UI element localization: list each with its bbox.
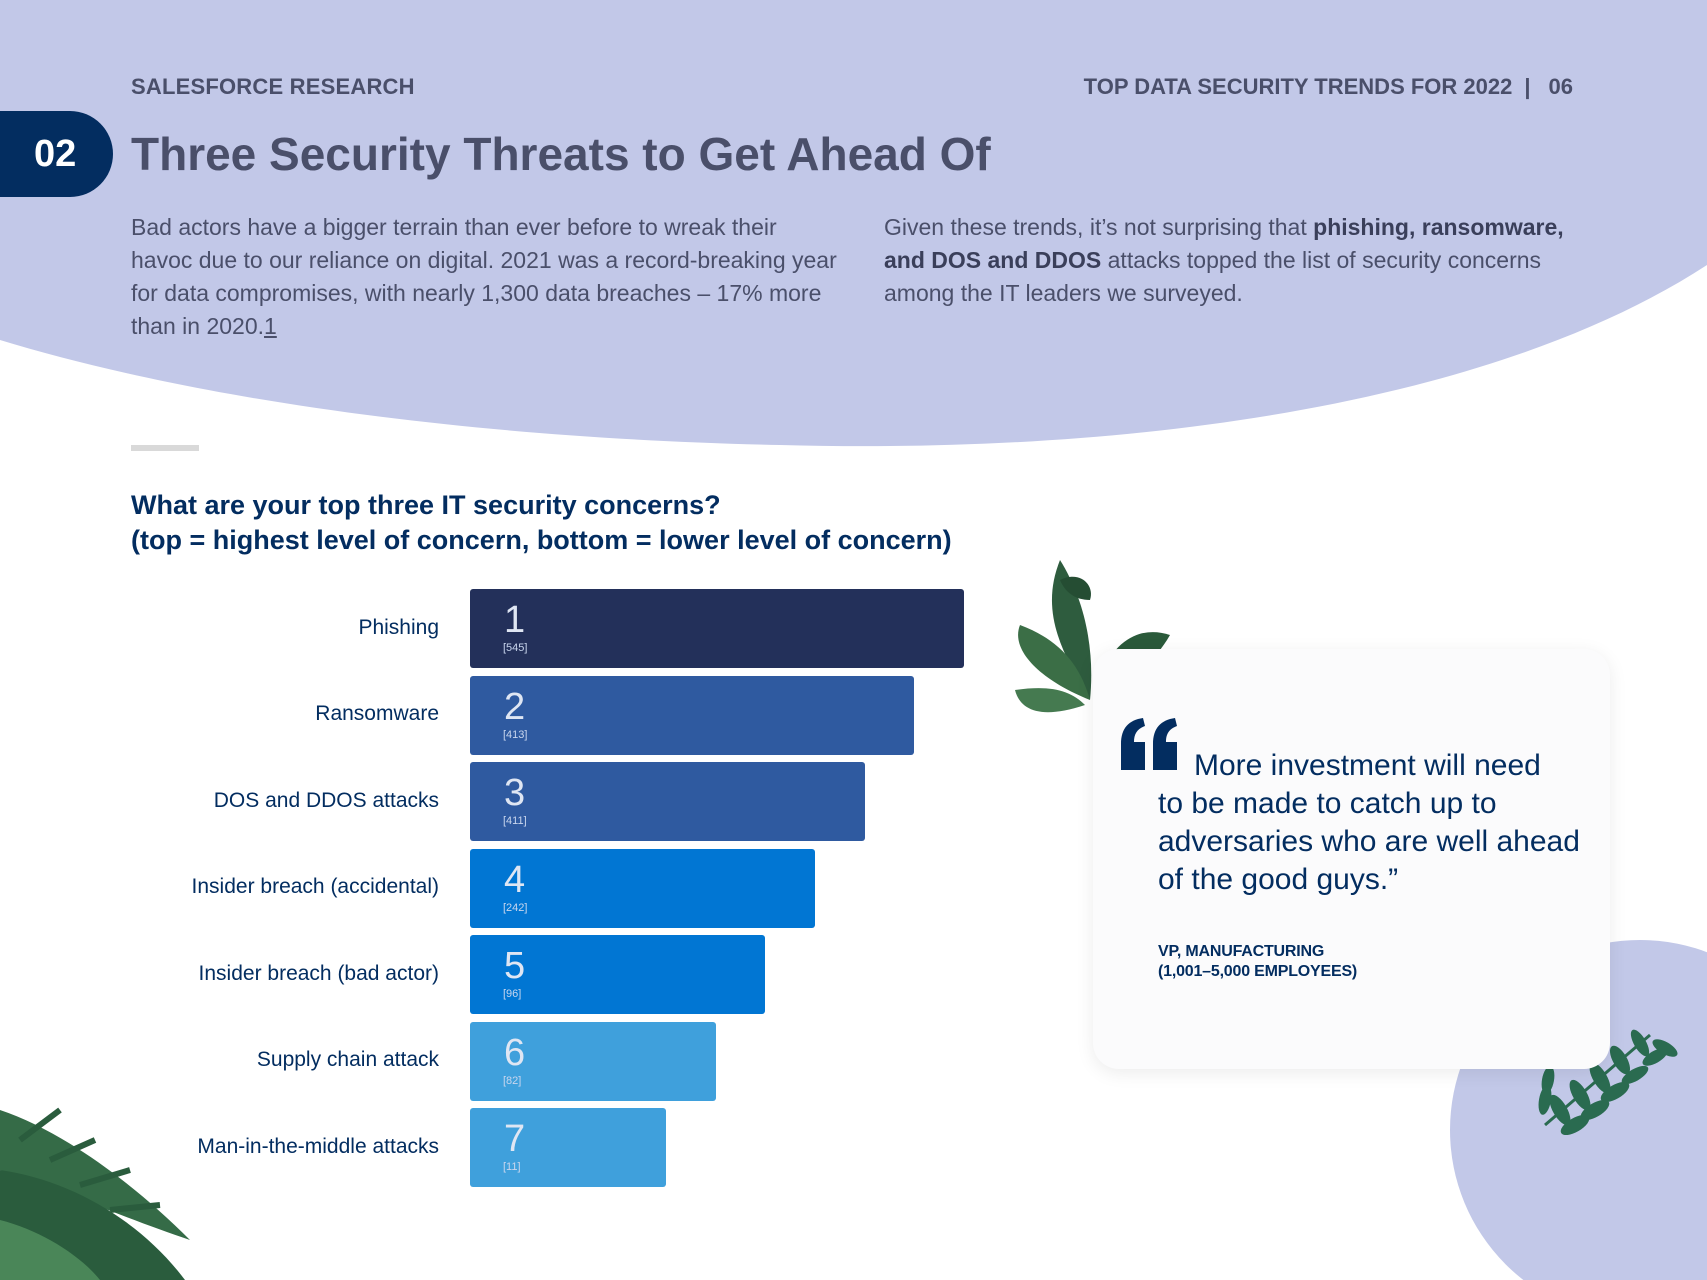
quote-card	[1093, 649, 1610, 1069]
intro-right-bold: phishing, ransomware, and DOS and DDOS	[884, 214, 1564, 273]
category-label: Insider breach (bad actor)	[198, 961, 439, 985]
header-separator: |	[1524, 74, 1531, 99]
category-label: Ransomware	[315, 702, 439, 725]
intro-left-text: Bad actors have a bigger terrain than ev…	[131, 214, 837, 339]
quote-mark-icon	[1121, 718, 1177, 770]
bar: 7 [11]	[470, 1108, 666, 1187]
chart-title-block: What are your top three IT security conc…	[131, 488, 952, 558]
bar: 2 [413]	[470, 675, 915, 755]
bar: 1 [545]	[470, 589, 964, 668]
header-band	[0, 0, 1707, 447]
bar: 6 [82]	[470, 1021, 716, 1101]
quote-first-line: More investment will need	[1194, 749, 1541, 782]
intro-left-paragraph: Bad actors have a bigger terrain than ev…	[131, 211, 841, 343]
bar-count-label: [96]	[503, 988, 522, 1000]
quote-rest: to be made to catch up to adversaries wh…	[1158, 787, 1580, 896]
bar-rank-label: 4	[504, 858, 526, 901]
section-number-badge: 02	[0, 111, 113, 197]
footnote-link[interactable]: 1	[264, 313, 277, 339]
page-title: Three Security Threats to Get Ahead Of	[131, 128, 991, 180]
intro-right-paragraph: Given these trends, it’s not surprising …	[884, 211, 1584, 310]
bar-count-label: [82]	[503, 1074, 522, 1087]
bar-count-label: [413]	[503, 728, 528, 741]
quote-attribution: VP, MANUFACTURING (1,001–5,000 EMPLOYEES…	[1158, 942, 1357, 982]
palm-decoration-bottom-left	[0, 1107, 190, 1280]
quote-text: More investment will need to be made to …	[1158, 747, 1588, 899]
category-label: Supply chain attack	[256, 1048, 439, 1071]
bar-count-label: [242]	[503, 901, 528, 914]
attribution-role: VP, MANUFACTURING	[1158, 943, 1325, 960]
intro-right-suffix: attacks topped the list of security conc…	[884, 247, 1542, 306]
fern-decoration-bottom	[1538, 1029, 1678, 1136]
chart-subtitle: (top = highest level of concern, bottom …	[131, 525, 952, 555]
bar-rank-label: 3	[504, 772, 526, 814]
bar: 3 [411]	[470, 762, 865, 841]
bar: 4 [242]	[470, 848, 815, 928]
intro-right-prefix: Given these trends, it’s not surprising …	[884, 214, 1314, 240]
bar-count-label: [11]	[503, 1161, 521, 1173]
brand-name: SALESFORCE RESEARCH	[131, 74, 415, 99]
section-divider	[131, 445, 199, 451]
category-label: Man-in-the-middle attacks	[197, 1134, 439, 1158]
page-number: 06	[1548, 74, 1573, 99]
report-title: TOP DATA SECURITY TRENDS FOR 2022	[1083, 74, 1513, 99]
bar-rank-label: 5	[504, 945, 526, 987]
bar-rank-label: 6	[504, 1031, 526, 1074]
bar: 5 [96]	[470, 935, 766, 1014]
category-label: Insider breach (accidental)	[191, 875, 439, 898]
report-header: TOP DATA SECURITY TRENDS FOR 2022 | 06	[1084, 74, 1573, 100]
bar-rank-label: 1	[504, 599, 526, 641]
chart-title: What are your top three IT security conc…	[131, 490, 721, 520]
attribution-company-size: (1,001–5,000 EMPLOYEES)	[1158, 963, 1358, 980]
category-label: DOS and DDOS attacks	[213, 788, 439, 812]
bar-rank-label: 7	[504, 1118, 526, 1160]
category-label: Phishing	[358, 615, 439, 639]
bar-rank-label: 2	[504, 685, 526, 728]
bar-count-label: [411]	[503, 815, 527, 827]
bar-count-label: [545]	[503, 642, 528, 654]
